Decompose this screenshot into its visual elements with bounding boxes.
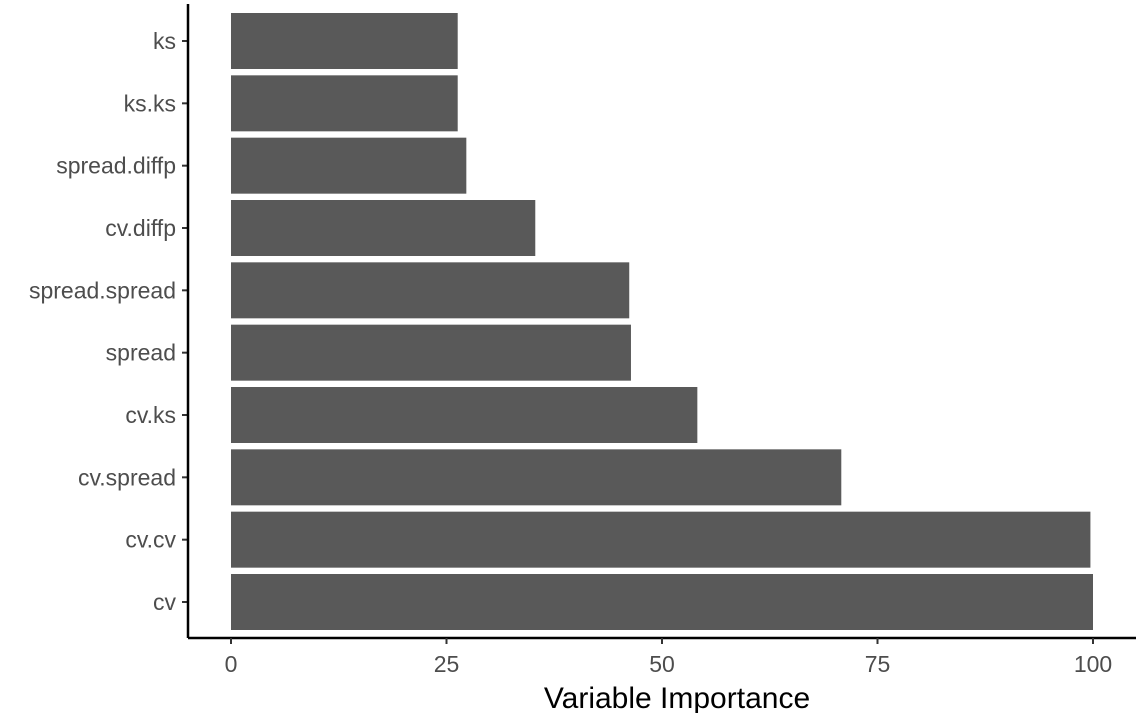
bar-cv <box>231 574 1093 630</box>
x-axis: 0 25 50 75 100 <box>188 636 1136 677</box>
y-tick-label: cv.ks <box>125 402 176 428</box>
bar-spread <box>231 324 631 381</box>
x-tick-label: 50 <box>649 651 675 677</box>
bar-cv-cv <box>231 511 1091 568</box>
y-axis: ks ks.ks spread.diffp cv.diffp spread.spread… <box>29 4 190 638</box>
bar-ks-ks <box>231 75 458 132</box>
bar-spread-diffp <box>231 137 467 194</box>
y-tick-label: spread.diffp <box>56 153 176 179</box>
x-axis-title: Variable Importance <box>544 682 810 713</box>
y-tick-label: cv.cv <box>125 527 176 553</box>
bar-ks <box>231 13 458 69</box>
bar-cv-ks <box>231 387 698 443</box>
y-tick-label: cv <box>153 589 177 615</box>
y-tick-label: cv.diffp <box>105 215 176 241</box>
x-tick-label: 100 <box>1074 651 1112 677</box>
x-tick-label: 0 <box>225 651 238 677</box>
y-tick-label: cv.spread <box>78 464 176 490</box>
bars-group <box>231 13 1093 630</box>
x-tick-label: 75 <box>865 651 891 677</box>
y-tick-label: spread.spread <box>29 277 176 303</box>
y-tick-label: spread <box>106 340 176 366</box>
bar-cv-spread <box>231 449 842 506</box>
y-tick-label: ks <box>153 28 176 54</box>
bar-cv-diffp <box>231 200 536 256</box>
x-tick-label: 25 <box>434 651 460 677</box>
bar-spread-spread <box>231 262 630 319</box>
y-tick-label: ks.ks <box>124 90 176 116</box>
